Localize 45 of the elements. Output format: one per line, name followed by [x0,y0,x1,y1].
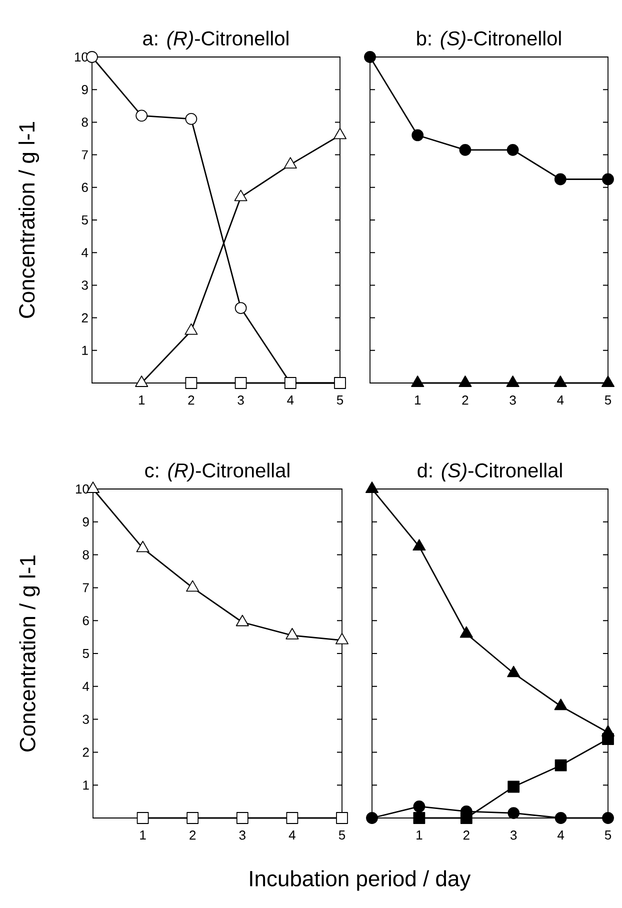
chart-title: d: (S)-Citronellal [418,462,562,482]
y-tick-label: 7 [82,150,88,160]
x-tick-label: 1 [138,396,145,404]
y-tick-label: 9 [82,84,88,94]
y-tick-label: 3 [82,280,88,290]
y-tick-label: 8 [82,118,88,127]
y-axis-title: Concentration / g l-1 [19,556,40,752]
y-tick-label: 8 [82,550,89,560]
x-tick-label: 1 [416,830,422,840]
y-tick-label: 7 [82,583,89,592]
x-axis-title: Incubation period / day [250,870,471,891]
y-tick-label: 4 [82,248,88,258]
x-tick-label: 3 [238,396,244,405]
x-tick-label: 4 [288,830,296,840]
x-tick-label: 4 [557,830,564,840]
y-tick-label: 2 [82,313,88,322]
x-tick-label: 4 [557,396,564,404]
x-tick-label: 2 [462,396,468,405]
x-tick-label: 2 [188,396,194,405]
x-tick-label: 5 [604,830,612,840]
y-tick-label: 1 [83,780,89,790]
y-tick-label: 2 [82,748,89,757]
x-tick-label: 3 [239,830,246,840]
x-tick-label: 1 [414,396,421,404]
x-tick-label: 3 [510,830,517,840]
y-tick-label: 6 [82,616,89,626]
y-tick-label: 4 [82,682,90,691]
x-tick-label: 1 [140,830,146,840]
y-tick-label: 5 [82,648,89,658]
y-tick-label: 1 [82,346,88,355]
x-tick-label: 5 [604,396,612,405]
x-tick-label: 3 [510,396,516,405]
x-tick-label: 4 [287,396,294,404]
y-axis-title: Concentration / g l-1 [18,122,40,318]
chart-title: a: (R)-Citronellol [143,30,288,50]
y-tick-label: 5 [82,215,88,225]
x-tick-label: 5 [338,830,346,840]
x-tick-label: 2 [463,830,470,840]
x-tick-label: 2 [190,830,196,840]
y-tick-label: 3 [82,714,89,724]
y-tick-label: 6 [82,182,88,192]
chart-title: b: (S)-Citronellol [417,30,561,50]
y-tick-label: 9 [82,517,89,526]
chart-title: c: (R)-Citronellal [145,462,290,482]
x-tick-label: 5 [336,396,344,405]
